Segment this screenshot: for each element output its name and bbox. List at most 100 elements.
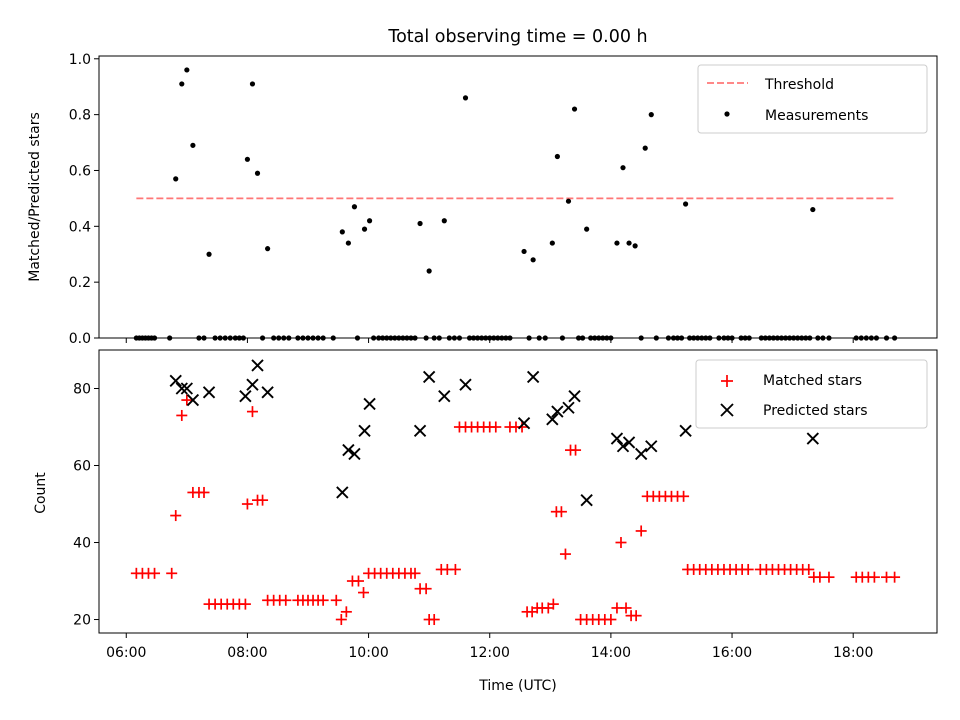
measurement-point bbox=[632, 243, 638, 249]
predicted-star-point bbox=[635, 447, 648, 461]
measurement-point bbox=[584, 226, 590, 232]
predicted-star-point bbox=[342, 443, 355, 457]
measurement-point bbox=[254, 170, 261, 176]
measurement-point bbox=[462, 95, 469, 101]
matched-star-point bbox=[620, 602, 632, 614]
matched-star-point bbox=[166, 567, 178, 579]
cross-b bbox=[806, 432, 819, 445]
predicted-star-point bbox=[438, 390, 451, 403]
measurement-point bbox=[361, 226, 368, 232]
legend-frame bbox=[697, 64, 928, 134]
cross-b bbox=[551, 405, 564, 418]
cross-b bbox=[180, 382, 194, 395]
predicted-star-point bbox=[526, 370, 540, 384]
cross-b bbox=[568, 390, 581, 403]
cross-b bbox=[459, 378, 472, 391]
matched-star-point bbox=[257, 494, 269, 506]
top-legend: Threshold Measurements bbox=[697, 64, 928, 134]
predicted-star-point bbox=[645, 440, 658, 453]
cross-b bbox=[622, 436, 636, 449]
cross-b bbox=[580, 493, 593, 507]
measurement-point bbox=[249, 81, 256, 87]
cross-b bbox=[610, 432, 624, 445]
measurement-point bbox=[642, 145, 648, 151]
predicted-star-point bbox=[358, 424, 371, 438]
cross-b bbox=[562, 401, 575, 414]
x-tick-label: 06:00 bbox=[106, 645, 146, 661]
predicted-star-point bbox=[562, 401, 575, 414]
x-tick-label: 12:00 bbox=[470, 645, 510, 661]
x-tick-label: 16:00 bbox=[712, 645, 752, 661]
y-tick-label: 20 bbox=[73, 613, 91, 629]
measurements-legend-label: Measurements bbox=[765, 108, 868, 124]
cross-b bbox=[175, 382, 188, 395]
y-tick-label: 0.8 bbox=[69, 108, 91, 124]
predicted-star-point bbox=[336, 486, 349, 499]
matched-star-point bbox=[358, 587, 370, 599]
matched-star-point bbox=[868, 571, 880, 583]
matched-star-point bbox=[803, 563, 815, 575]
matched-legend-label: Matched stars bbox=[763, 373, 862, 389]
predicted-star-point bbox=[568, 390, 581, 403]
x-axis-label: Time (UTC) bbox=[478, 678, 556, 694]
bottom-axes-frame bbox=[98, 349, 938, 634]
matched-star-point bbox=[280, 594, 292, 606]
predicted-star-point bbox=[459, 378, 472, 391]
predicted-star-point bbox=[546, 413, 559, 426]
x-tick-label: 08:00 bbox=[227, 645, 267, 661]
cross-b bbox=[438, 390, 451, 403]
predicted-star-point bbox=[580, 493, 593, 507]
measurement-point bbox=[426, 268, 432, 274]
matched-star-point bbox=[317, 594, 329, 606]
x-tick-label: 14:00 bbox=[591, 645, 631, 661]
cross-b bbox=[186, 393, 200, 407]
matched-star-point bbox=[352, 575, 364, 587]
bottom-axes-counts: 20 40 60 80 06:00 08:00 10:00 12:00 14:00 16:00 18… bbox=[73, 349, 938, 661]
cross-b bbox=[348, 447, 361, 461]
cross-b bbox=[202, 386, 216, 399]
measurement-point bbox=[683, 201, 689, 207]
cross-b bbox=[517, 416, 531, 430]
predicted-star-point bbox=[239, 390, 252, 403]
cross-b bbox=[635, 447, 648, 461]
measurement-point bbox=[571, 106, 578, 112]
predicted-star-point bbox=[202, 386, 216, 399]
measurement-point bbox=[345, 240, 351, 246]
bottom-legend: Matched stars Predicted stars bbox=[695, 359, 928, 429]
cross-b bbox=[616, 440, 630, 453]
predicted-star-point bbox=[251, 359, 264, 372]
top-axes-measurements: 0.0 0.2 0.4 0.6 0.8 1.0 Threshold Measurements bbox=[69, 52, 938, 347]
measurement-point bbox=[351, 204, 358, 210]
predicted-star-point bbox=[175, 382, 188, 395]
matched-star-point bbox=[449, 563, 461, 575]
matched-star-point bbox=[635, 525, 647, 537]
measurement-point bbox=[206, 251, 212, 257]
matched-legend-swatch bbox=[721, 375, 733, 387]
cross-b bbox=[239, 390, 252, 403]
predicted-star-point bbox=[348, 447, 361, 461]
cross-b bbox=[246, 378, 259, 391]
matched-star-point bbox=[823, 571, 835, 583]
cross-b bbox=[363, 397, 376, 411]
predicted-star-point bbox=[186, 393, 200, 407]
x-tick-label: 18:00 bbox=[833, 645, 873, 661]
cross-b bbox=[251, 359, 264, 372]
matched-star-point bbox=[678, 490, 690, 502]
cross-b bbox=[526, 370, 540, 384]
matched-star-point bbox=[409, 567, 421, 579]
measurements-legend-swatch bbox=[724, 111, 730, 117]
predicted-star-point bbox=[806, 432, 819, 445]
cross-b bbox=[336, 486, 349, 499]
measurement-point bbox=[190, 142, 196, 148]
predicted-star-point bbox=[616, 440, 630, 453]
predicted-star-point bbox=[679, 424, 692, 438]
y-tick-label: 60 bbox=[73, 459, 91, 475]
cross-b bbox=[342, 443, 355, 457]
cross-b bbox=[546, 413, 559, 426]
measurement-point bbox=[620, 165, 626, 171]
measurement-point bbox=[417, 220, 423, 227]
measurement-point bbox=[614, 240, 620, 246]
cross-b bbox=[645, 440, 658, 453]
y-tick-label: 40 bbox=[73, 536, 91, 552]
predicted-star-point bbox=[180, 382, 194, 395]
